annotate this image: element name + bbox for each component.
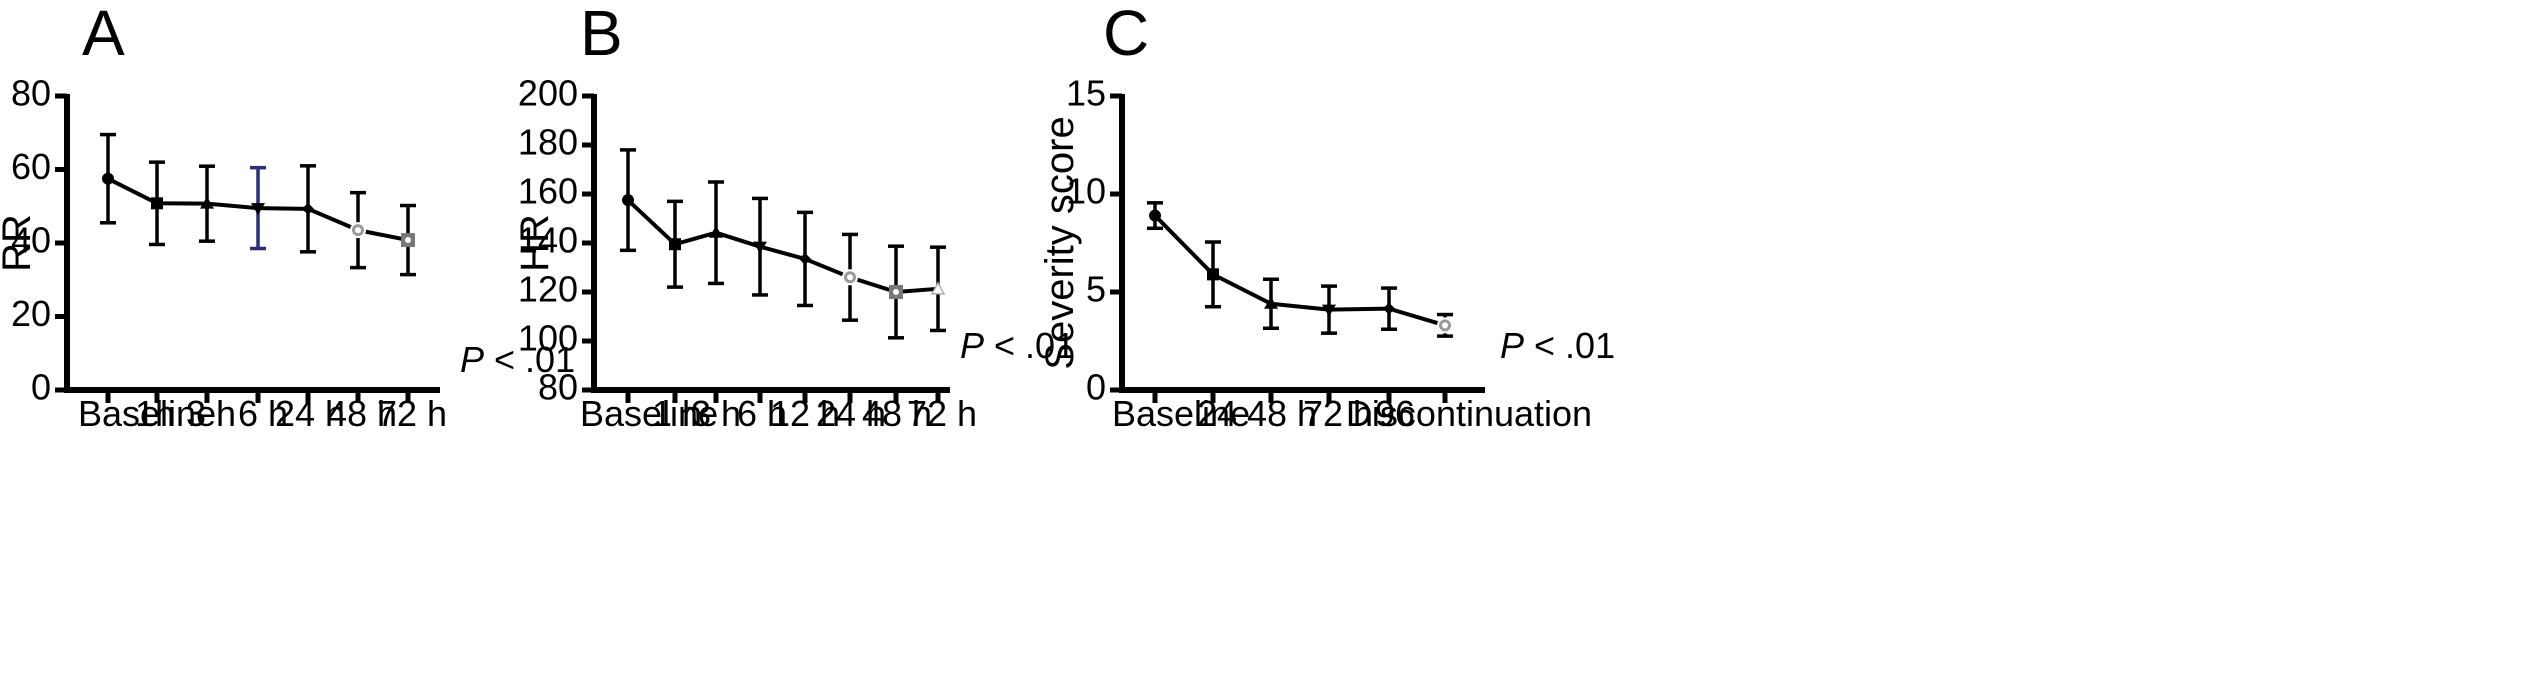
x-tick-label: 6 h — [238, 393, 288, 434]
x-tick-label: 1 h — [652, 393, 702, 434]
y-axis-title: RR — [0, 214, 39, 272]
x-tick-label: 12 h — [770, 393, 840, 434]
x-tick-label: 48 h — [862, 393, 932, 434]
data-point — [401, 233, 415, 248]
x-tick-label: Baseline — [580, 393, 718, 434]
x-tick-label: 6 h — [737, 393, 787, 434]
x-tick-label: 48 h — [1247, 393, 1317, 434]
y-tick-label: 0 — [31, 367, 51, 408]
y-tick-label: 200 — [518, 73, 578, 114]
x-tick-label: 96 — [1375, 393, 1415, 434]
p-value-annotation: P < .01 — [960, 325, 1075, 366]
y-tick-label: 5 — [1086, 269, 1106, 310]
data-point — [1383, 302, 1395, 315]
y-tick-label: 80 — [538, 367, 578, 408]
x-tick-label: Baseline — [1112, 393, 1250, 434]
panel-letter: B — [580, 0, 623, 69]
x-tick-label: 72 h — [907, 393, 977, 434]
x-tick-label: 1h — [135, 393, 175, 434]
data-point — [1207, 268, 1219, 281]
y-tick-label: 60 — [11, 146, 51, 187]
x-tick-label: 3 h — [186, 393, 236, 434]
y-axis-title: HR — [513, 214, 557, 272]
y-tick-label: 160 — [518, 171, 578, 212]
panel-letter: A — [82, 0, 125, 69]
data-point — [709, 225, 723, 238]
data-point — [251, 203, 265, 216]
data-point — [842, 269, 858, 286]
p-value-annotation: P < .01 — [1500, 325, 1615, 366]
x-tick-label: Discontinuation — [1346, 393, 1592, 434]
y-tick-label: 15 — [1066, 73, 1106, 114]
x-tick-label: 72 h — [377, 393, 447, 434]
x-tick-label: 72 h — [1303, 393, 1373, 434]
p-value-annotation: P < .01 — [460, 339, 575, 380]
y-axis-title: Severity score — [1038, 116, 1082, 369]
y-tick-label: 180 — [518, 122, 578, 163]
y-tick-label: 10 — [1066, 171, 1106, 212]
series-line — [1153, 214, 1446, 328]
y-tick-label: 80 — [11, 73, 51, 114]
data-point — [151, 197, 163, 210]
data-point — [302, 202, 314, 215]
data-point — [799, 252, 811, 265]
y-tick-label: 120 — [518, 269, 578, 310]
x-tick-label: 24 h — [275, 393, 345, 434]
y-tick-label: 20 — [11, 293, 51, 334]
y-tick-label: 0 — [1086, 367, 1106, 408]
x-tick-label: 3 h — [691, 393, 741, 434]
y-tick-label: 40 — [11, 220, 51, 261]
data-point — [1149, 209, 1161, 222]
data-point — [930, 281, 946, 295]
data-point — [1264, 296, 1278, 309]
panel-letter: C — [1103, 0, 1149, 69]
data-point — [669, 238, 681, 251]
series-line — [626, 198, 939, 294]
y-tick-label: 140 — [518, 220, 578, 261]
y-tick-label: 100 — [518, 318, 578, 359]
x-tick-label: 24 h — [816, 393, 886, 434]
data-point — [102, 172, 114, 185]
x-tick-label: Baseline — [78, 393, 216, 434]
x-tick-label: 48 h — [327, 393, 397, 434]
data-point — [753, 241, 767, 254]
data-point — [1322, 304, 1336, 317]
data-point — [622, 194, 634, 207]
data-point — [200, 196, 214, 209]
x-tick-label: 24 — [1197, 393, 1237, 434]
data-point — [1437, 317, 1453, 334]
data-point — [350, 222, 366, 239]
data-point — [889, 285, 903, 299]
